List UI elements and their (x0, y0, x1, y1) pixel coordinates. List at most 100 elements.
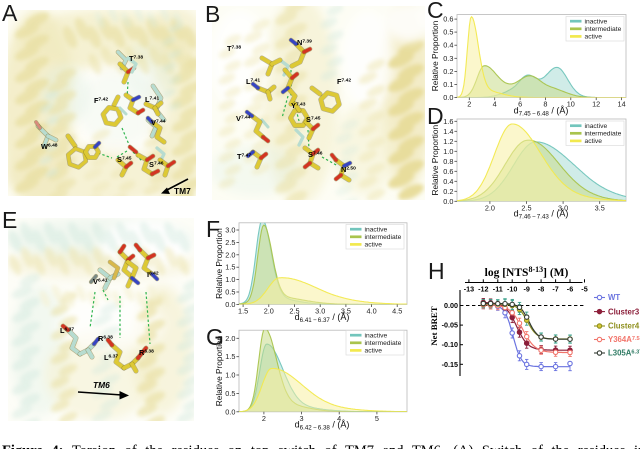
svg-text:0.6: 0.6 (443, 167, 453, 176)
svg-text:Cluster3: Cluster3 (608, 307, 640, 316)
svg-text:-9: -9 (523, 285, 529, 294)
svg-text:-0.05: -0.05 (442, 321, 458, 330)
svg-text:A: A (2, 0, 18, 26)
svg-text:10: 10 (567, 100, 575, 109)
svg-text:-7: -7 (552, 285, 558, 294)
svg-text:0.4: 0.4 (443, 177, 453, 186)
svg-text:C: C (427, 0, 444, 23)
svg-text:S7.46: S7.46 (149, 160, 164, 169)
svg-text:V7.44: V7.44 (151, 118, 166, 127)
svg-text:0.0: 0.0 (443, 93, 453, 102)
svg-text:0.4: 0.4 (443, 41, 453, 50)
svg-text:2.5: 2.5 (289, 307, 299, 316)
svg-text:0.0: 0.0 (443, 197, 453, 206)
svg-text:0.5: 0.5 (225, 288, 235, 297)
svg-text:1.6: 1.6 (443, 117, 453, 126)
svg-text:2.0: 2.0 (225, 250, 235, 259)
svg-text:V7.44: V7.44 (236, 114, 251, 123)
svg-text:T7.47: T7.47 (237, 152, 251, 161)
svg-text:N7.39: N7.39 (297, 38, 312, 47)
svg-text:T7.38: T7.38 (227, 44, 241, 53)
svg-text:active: active (585, 138, 603, 145)
svg-text:active: active (585, 34, 603, 41)
svg-text:4.0: 4.0 (367, 307, 377, 316)
svg-text:R6.38: R6.38 (139, 348, 154, 357)
svg-text:2.0: 2.0 (225, 334, 235, 343)
svg-text:3.5: 3.5 (341, 307, 351, 316)
svg-text:G: G (206, 324, 224, 350)
svg-text:2.5: 2.5 (225, 238, 235, 247)
svg-text:intermediate: intermediate (585, 131, 622, 138)
svg-text:Relative Proportion: Relative Proportion (430, 20, 440, 91)
svg-text:1.0: 1.0 (225, 371, 235, 380)
svg-text:1.4: 1.4 (443, 127, 453, 136)
svg-text:14: 14 (618, 100, 626, 109)
svg-text:-5: -5 (581, 285, 587, 294)
svg-text:F7.42: F7.42 (94, 96, 108, 105)
svg-text:Net BRET: Net BRET (429, 306, 439, 345)
svg-text:1.0: 1.0 (443, 147, 453, 156)
svg-text:4: 4 (493, 100, 497, 109)
svg-text:R6.38: R6.38 (98, 334, 113, 343)
svg-text:L305A6.37: L305A6.37 (608, 349, 640, 358)
svg-text:-12: -12 (478, 285, 488, 294)
svg-text:E: E (2, 207, 17, 233)
svg-text:-0.10: -0.10 (442, 340, 458, 349)
svg-text:0.00: 0.00 (444, 301, 458, 310)
svg-text:H: H (428, 258, 445, 284)
svg-text:N2.50: N2.50 (341, 165, 356, 174)
svg-text:Cluster4: Cluster4 (608, 322, 640, 331)
svg-text:inactive: inactive (585, 19, 608, 26)
svg-text:2.5: 2.5 (521, 204, 531, 213)
svg-text:Y7.43: Y7.43 (291, 101, 306, 110)
svg-text:4.5: 4.5 (392, 307, 402, 316)
svg-text:2.0: 2.0 (264, 307, 274, 316)
svg-text:0.3: 0.3 (443, 54, 453, 63)
svg-text:0.5: 0.5 (443, 28, 453, 37)
svg-text:inactive: inactive (585, 123, 608, 130)
svg-text:1.2: 1.2 (443, 137, 453, 146)
svg-text:WT: WT (608, 293, 620, 302)
svg-text:-11: -11 (493, 285, 503, 294)
svg-text:Relative Proportion: Relative Proportion (214, 335, 224, 406)
svg-text:log [NTS8-13] (M): log [NTS8-13] (M) (485, 265, 569, 279)
svg-text:1.0: 1.0 (225, 275, 235, 284)
svg-text:1.5: 1.5 (225, 352, 235, 361)
svg-text:T7.38: T7.38 (129, 54, 143, 63)
svg-text:L6.37: L6.37 (60, 326, 74, 335)
svg-text:inactive: inactive (365, 333, 388, 340)
svg-text:-0.15: -0.15 (442, 360, 458, 369)
svg-text:5: 5 (375, 414, 379, 423)
svg-text:3.0: 3.0 (315, 307, 325, 316)
svg-text:D: D (427, 103, 444, 129)
svg-text:0.2: 0.2 (443, 187, 453, 196)
svg-text:1.5: 1.5 (238, 307, 248, 316)
svg-text:I6.42: I6.42 (147, 270, 159, 279)
svg-text:Relative Proportion: Relative Proportion (430, 125, 440, 196)
svg-text:B: B (205, 1, 220, 27)
svg-text:active: active (365, 348, 383, 355)
svg-text:W6.48: W6.48 (41, 142, 58, 151)
svg-text:0.1: 0.1 (443, 80, 453, 89)
svg-text:1.5: 1.5 (225, 263, 235, 272)
svg-text:Y364A7.53: Y364A7.53 (608, 335, 640, 344)
svg-text:0.2: 0.2 (443, 67, 453, 76)
svg-text:-8: -8 (538, 285, 544, 294)
svg-text:3.0: 3.0 (558, 204, 568, 213)
svg-text:2: 2 (467, 100, 471, 109)
svg-text:0.0: 0.0 (225, 407, 235, 416)
svg-text:intermediate: intermediate (365, 234, 402, 241)
svg-text:2.0: 2.0 (485, 204, 495, 213)
svg-text:4: 4 (337, 414, 341, 423)
svg-text:-13: -13 (464, 285, 474, 294)
svg-text:0.6: 0.6 (443, 15, 453, 24)
svg-text:-6: -6 (567, 285, 573, 294)
svg-text:L7.41: L7.41 (145, 95, 159, 104)
svg-text:active: active (365, 242, 383, 249)
svg-text:Relative Proportion: Relative Proportion (214, 228, 224, 299)
svg-text:L6.37: L6.37 (104, 353, 118, 362)
svg-text:S7.45: S7.45 (117, 155, 132, 164)
svg-text:-10: -10 (507, 285, 517, 294)
svg-text:3.0: 3.0 (225, 226, 235, 235)
svg-text:TM6: TM6 (93, 380, 110, 390)
